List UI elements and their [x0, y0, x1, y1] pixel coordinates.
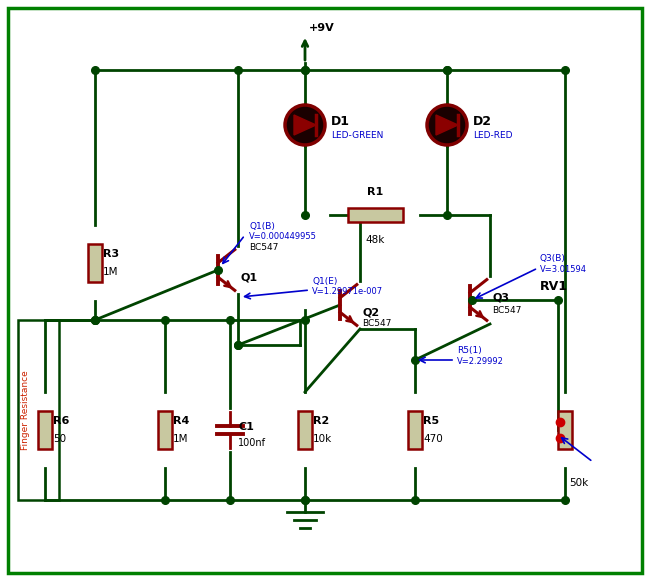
Text: C1: C1	[238, 422, 254, 432]
Text: BC547: BC547	[362, 319, 391, 328]
Text: BC547: BC547	[249, 243, 278, 252]
Text: RV1: RV1	[540, 280, 568, 293]
Text: +9V: +9V	[309, 23, 335, 33]
Bar	[18, 320, 59, 500]
Text: 1M: 1M	[103, 267, 118, 277]
Text: Q2: Q2	[362, 307, 379, 317]
Bar	[158, 411, 172, 449]
Text: R5(1): R5(1)	[457, 346, 482, 355]
Text: 50: 50	[53, 434, 66, 444]
Circle shape	[427, 105, 467, 145]
Bar	[88, 244, 102, 282]
Text: R1: R1	[367, 187, 383, 197]
Bar	[408, 411, 422, 449]
Polygon shape	[294, 115, 316, 135]
Text: R4: R4	[173, 416, 189, 426]
Text: 50k: 50k	[569, 478, 588, 488]
Text: R5: R5	[423, 416, 439, 426]
Text: LED-GREEN: LED-GREEN	[331, 131, 384, 140]
Text: LED-RED: LED-RED	[473, 131, 512, 140]
Text: 100nf: 100nf	[238, 438, 266, 448]
Text: V=3.01594: V=3.01594	[540, 265, 587, 274]
Text: D2: D2	[473, 115, 492, 128]
Text: V=0.000449955: V=0.000449955	[249, 232, 317, 241]
Text: Q3: Q3	[492, 292, 509, 302]
Text: 48k: 48k	[365, 235, 385, 245]
Text: D1: D1	[331, 115, 350, 128]
Text: Q1(E): Q1(E)	[312, 277, 337, 286]
Text: Q3(B): Q3(B)	[540, 254, 566, 263]
Bar	[348, 208, 402, 222]
Text: BC547: BC547	[492, 306, 521, 315]
Text: Q1(B): Q1(B)	[249, 222, 275, 231]
Text: 470: 470	[423, 434, 443, 444]
Text: R6: R6	[53, 416, 70, 426]
Bar	[298, 411, 312, 449]
Polygon shape	[436, 115, 458, 135]
Text: 1M: 1M	[173, 434, 188, 444]
Text: V=1.29971e-007: V=1.29971e-007	[312, 287, 383, 296]
Text: R2: R2	[313, 416, 330, 426]
Bar	[38, 411, 52, 449]
Text: V=2.29992: V=2.29992	[457, 357, 504, 366]
Text: Q1: Q1	[240, 272, 257, 282]
Bar	[558, 411, 572, 449]
Text: 10k: 10k	[313, 434, 332, 444]
Circle shape	[285, 105, 325, 145]
Text: Finger Resistance: Finger Resistance	[21, 370, 29, 450]
Text: R3: R3	[103, 249, 119, 259]
